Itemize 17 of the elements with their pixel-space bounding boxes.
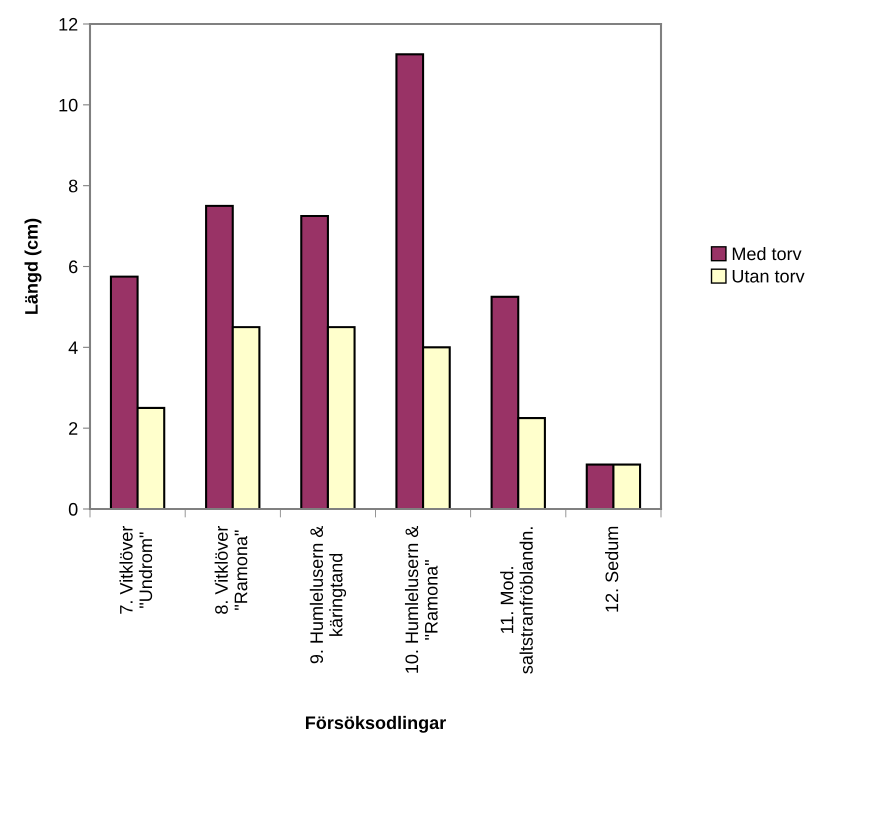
y-tick-label: 6 (69, 260, 78, 274)
x-tick-label: 10. Humlelusern & "Ramona" (404, 526, 438, 673)
x-tick-label: 12. Sedum (605, 526, 618, 612)
x-tick-label: 11. Mod. saltstranfröblandn. (500, 527, 533, 674)
y-tick-label: 2 (69, 422, 78, 435)
legend-label: Med torv (732, 246, 802, 260)
x-tick-label: 7. Vitklöver "Undrom" (119, 526, 152, 614)
y-tick-label: 8 (68, 180, 78, 192)
y-tick-label: 0 (68, 502, 78, 516)
y-tick-label: 12 (59, 18, 78, 31)
legend-label: Utan torv (732, 270, 805, 283)
y-tick-label: 10 (59, 98, 78, 112)
y-tick-label: 4 (68, 341, 78, 354)
y-axis-title: Längd (cm) (24, 218, 42, 314)
x-tick-label: 9. Humlelusern & käringtand (310, 526, 346, 664)
x-axis-title: Försöksodlingar (306, 716, 446, 733)
x-tick-label: 8. Vitklöver "Ramona" (214, 526, 248, 614)
